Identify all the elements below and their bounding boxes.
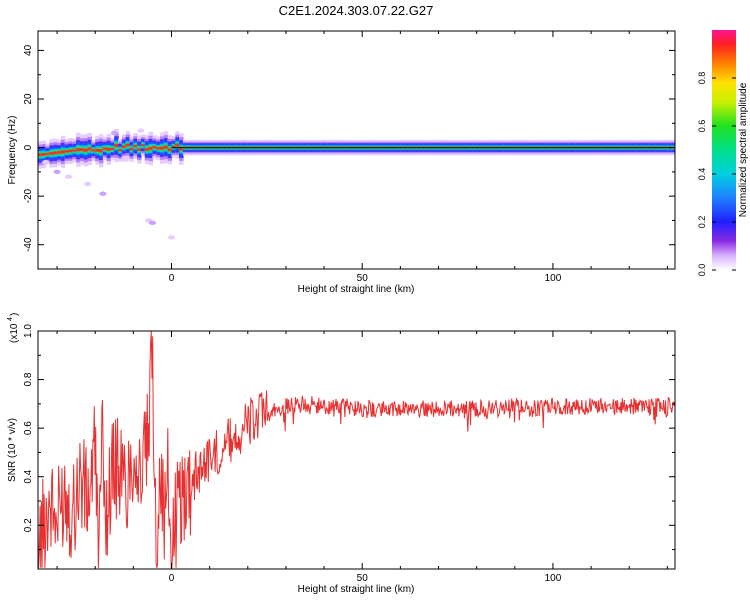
snr-scale-base: (x10 xyxy=(9,323,20,343)
heat-cell xyxy=(114,143,119,148)
spectrogram-panel: 0 50 100 -40 -20 0 20 40 Height of straight li… xyxy=(7,30,676,295)
heat-cell xyxy=(137,148,142,151)
colorbar-gradient xyxy=(712,30,736,270)
heat-cell xyxy=(83,148,89,152)
y-tick-label: -20 xyxy=(23,188,34,203)
heat-cell xyxy=(144,148,150,151)
heat-cell xyxy=(156,147,161,150)
heat-cell xyxy=(133,144,138,148)
y-tick-label: 20 xyxy=(23,93,34,105)
heat-cell xyxy=(102,147,108,150)
spectrogram-x-axis: 0 50 100 xyxy=(56,31,668,284)
heat-cell xyxy=(57,151,62,154)
heat-blob xyxy=(168,235,176,240)
y-tick-label: 0.2 xyxy=(23,518,34,532)
heat-cell xyxy=(45,152,51,155)
heat-cell xyxy=(99,149,104,153)
spectrogram-frame xyxy=(37,30,676,270)
heat-cell xyxy=(129,147,134,151)
heat-blob xyxy=(110,130,118,136)
snr-scale-exp: 4 xyxy=(7,317,14,321)
heat-cell xyxy=(91,149,96,152)
heat-cell xyxy=(38,153,43,157)
snr-xlabel: Height of straight line (km) xyxy=(298,584,415,595)
x-tick-label: 100 xyxy=(545,573,562,584)
heat-cell xyxy=(175,143,180,147)
colorbar-label: Normalized spectral amplitude xyxy=(738,82,749,217)
spectrogram-ylabel: Frequency (Hz) xyxy=(7,116,18,185)
heat-cell xyxy=(49,152,54,155)
y-tick-label: 0.4 xyxy=(23,469,34,483)
heat-cell xyxy=(79,148,85,152)
chart-title: C2E1.2024.303.07.22.G27 xyxy=(279,3,434,18)
heat-blob xyxy=(122,157,130,162)
colorbar: 0.0 0.2 0.4 0.6 0.8 Normalized spectral ampl… xyxy=(697,30,749,276)
x-tick-label: 0 xyxy=(169,273,175,284)
heat-blob xyxy=(84,181,92,187)
heat-cell xyxy=(76,148,81,152)
heat-cell xyxy=(125,143,131,147)
heat-blob xyxy=(65,174,73,179)
heat-blob xyxy=(53,169,61,175)
colorbar-tick-label: 0.4 xyxy=(697,168,707,181)
heat-blob xyxy=(42,159,50,165)
snr-x-axis: 0 50 100 xyxy=(56,331,668,584)
colorbar-tick-label: 0.6 xyxy=(697,120,707,133)
heat-cell xyxy=(41,153,47,156)
colorbar-tick-label: 0.0 xyxy=(697,264,707,277)
heat-cell xyxy=(118,149,123,152)
heat-cell xyxy=(171,145,176,148)
heat-cell xyxy=(68,149,73,153)
heat-cell xyxy=(167,148,173,152)
spectrogram-heatmap xyxy=(38,128,675,240)
y-tick-label: 0.8 xyxy=(23,372,34,386)
heat-cell xyxy=(163,145,169,149)
snr-scale-note: (x10 4 ) xyxy=(7,313,20,343)
heat-cell xyxy=(53,151,58,155)
y-tick-label: 1.0 xyxy=(23,324,34,338)
heat-cell xyxy=(95,148,100,152)
snr-line-layer xyxy=(38,331,675,569)
snr-panel: 0 50 100 0.2 0.4 0.6 0.8 1.0 Height of straigh… xyxy=(7,313,676,595)
heat-blob xyxy=(99,191,107,196)
x-tick-label: 50 xyxy=(357,273,369,284)
snr-frame xyxy=(37,330,676,570)
x-tick-label: 50 xyxy=(357,573,369,584)
heat-cell xyxy=(72,149,77,152)
heat-cell xyxy=(160,146,165,150)
x-tick-label: 0 xyxy=(169,573,175,584)
heat-cell xyxy=(179,147,184,151)
y-tick-label: 0 xyxy=(23,144,34,150)
y-tick-label: 40 xyxy=(23,44,34,56)
heat-blob xyxy=(137,128,145,133)
x-tick-label: 100 xyxy=(545,273,562,284)
colorbar-tick-label: 0.8 xyxy=(697,72,707,85)
snr-series-line xyxy=(38,331,675,569)
y-tick-label: -40 xyxy=(23,237,34,252)
heat-cell xyxy=(148,146,154,151)
heat-cell xyxy=(87,147,93,151)
heat-cell xyxy=(152,146,157,149)
heat-cell xyxy=(106,147,112,151)
spectrogram-xlabel: Height of straight line (km) xyxy=(298,284,415,295)
heat-cell xyxy=(121,145,127,148)
colorbar-ticks: 0.0 0.2 0.4 0.6 0.8 xyxy=(697,72,736,277)
snr-y-axis: 0.2 0.4 0.6 0.8 1.0 xyxy=(23,324,675,551)
y-tick-label: 0.6 xyxy=(23,421,34,435)
heat-cell xyxy=(64,150,70,153)
snr-scale-close: ) xyxy=(9,313,20,316)
heat-cell xyxy=(140,144,146,147)
heat-blob xyxy=(148,220,156,226)
spectrogram-y-axis: -40 -20 0 20 40 xyxy=(23,44,675,270)
colorbar-tick-label: 0.2 xyxy=(697,216,707,229)
snr-ylabel: SNR (10 * v/v) xyxy=(7,418,18,482)
heat-cell xyxy=(110,147,115,150)
heat-cell xyxy=(60,150,66,154)
